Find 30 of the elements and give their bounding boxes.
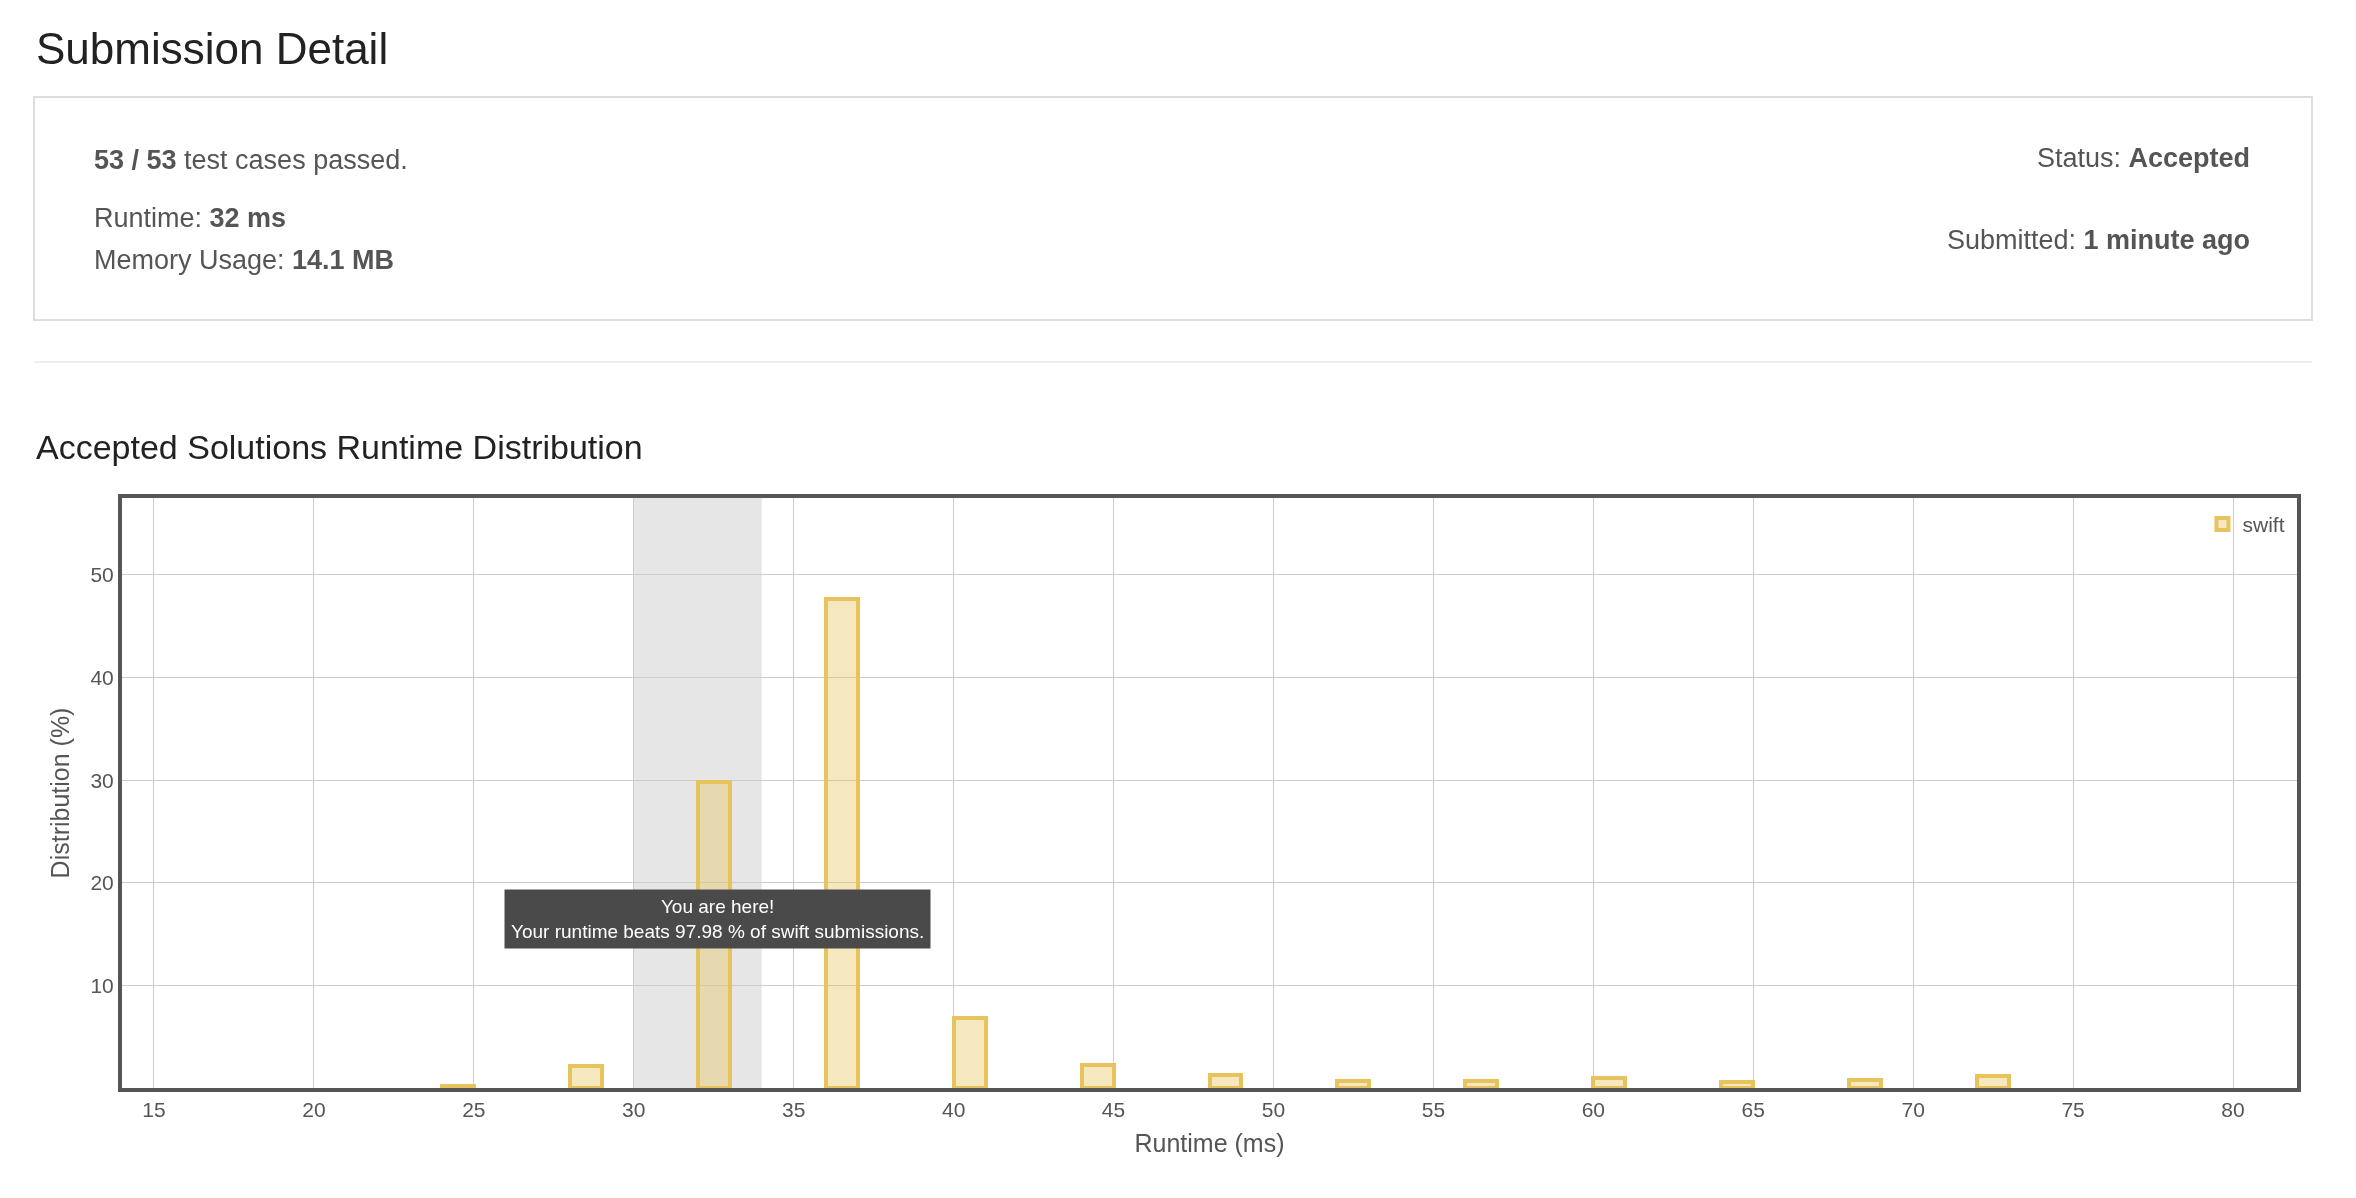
y-tick-label: 50 [90, 563, 114, 587]
text: Submission Detail [36, 24, 389, 73]
x-axis-title: Runtime (ms) [1134, 1128, 1285, 1157]
chart-title: Accepted Solutions Runtime Distribution [36, 428, 643, 466]
x-tick-label: 35 [782, 1098, 806, 1122]
text: Runtime: 32 ms [94, 203, 287, 233]
x-tick-label: 20 [302, 1098, 326, 1122]
y-tick-label: 30 [90, 768, 114, 792]
x-tick-label: 65 [1741, 1098, 1765, 1122]
y-tick-label: 10 [90, 973, 114, 997]
x-tick-label: 45 [1101, 1098, 1126, 1122]
text: Memory Usage: 14.1 MB [94, 245, 395, 275]
y-tick-label: 40 [90, 665, 114, 689]
x-tick-label: 15 [142, 1098, 166, 1122]
x-tick-label: 25 [462, 1098, 486, 1122]
x-tick-label: 55 [1421, 1098, 1446, 1122]
text: 53 / 53 test cases passed. [94, 145, 408, 175]
x-tick-label: 60 [1581, 1098, 1605, 1122]
x-tick-label: 30 [622, 1098, 646, 1122]
legend-label: swift [2242, 513, 2285, 537]
x-tick-label: 70 [1901, 1098, 1925, 1122]
text: Submitted: 1 minute ago [1947, 225, 2251, 255]
annotation: You are here! Your runtime beats 97.98 % of swift submissions. [511, 896, 925, 942]
x-tick-label: 80 [2221, 1098, 2245, 1122]
y-axis-title: Distribution (%) [45, 707, 74, 879]
x-tick-label: 75 [2061, 1098, 2085, 1122]
x-tick-label: 50 [1261, 1098, 1286, 1122]
x-tick-label: 40 [941, 1098, 966, 1122]
y-tick-label: 20 [90, 871, 114, 895]
text: Status: Accepted [2037, 143, 2251, 173]
